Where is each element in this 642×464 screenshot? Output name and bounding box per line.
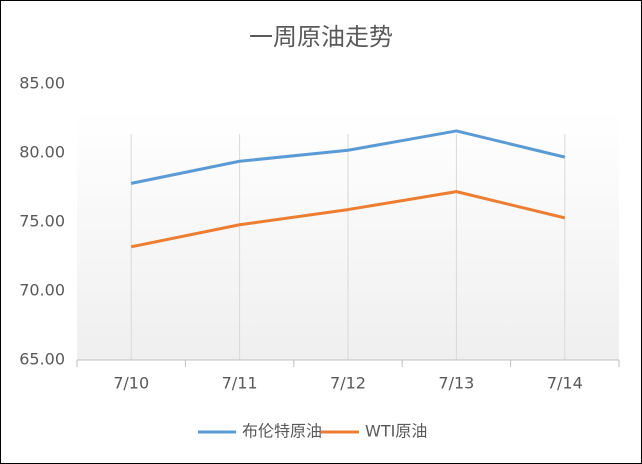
x-tick-label: 7/14	[547, 374, 583, 393]
chart-title: 一周原油走势	[249, 23, 393, 51]
legend-label: WTI原油	[365, 422, 427, 441]
y-tick-label: 80.00	[19, 143, 65, 162]
y-tick-label: 75.00	[19, 212, 65, 231]
series-line	[130, 190, 566, 249]
x-tick-label: 7/12	[330, 374, 366, 393]
x-tick-label: 7/10	[113, 374, 149, 393]
y-tick-label: 70.00	[19, 281, 65, 300]
series-line	[130, 129, 566, 185]
x-tick-label: 7/13	[438, 374, 474, 393]
y-tick-label: 85.00	[19, 74, 65, 93]
x-tick-label: 7/11	[222, 374, 258, 393]
y-tick-label: 65.00	[19, 350, 65, 369]
legend-label: 布伦特原油	[242, 422, 322, 441]
